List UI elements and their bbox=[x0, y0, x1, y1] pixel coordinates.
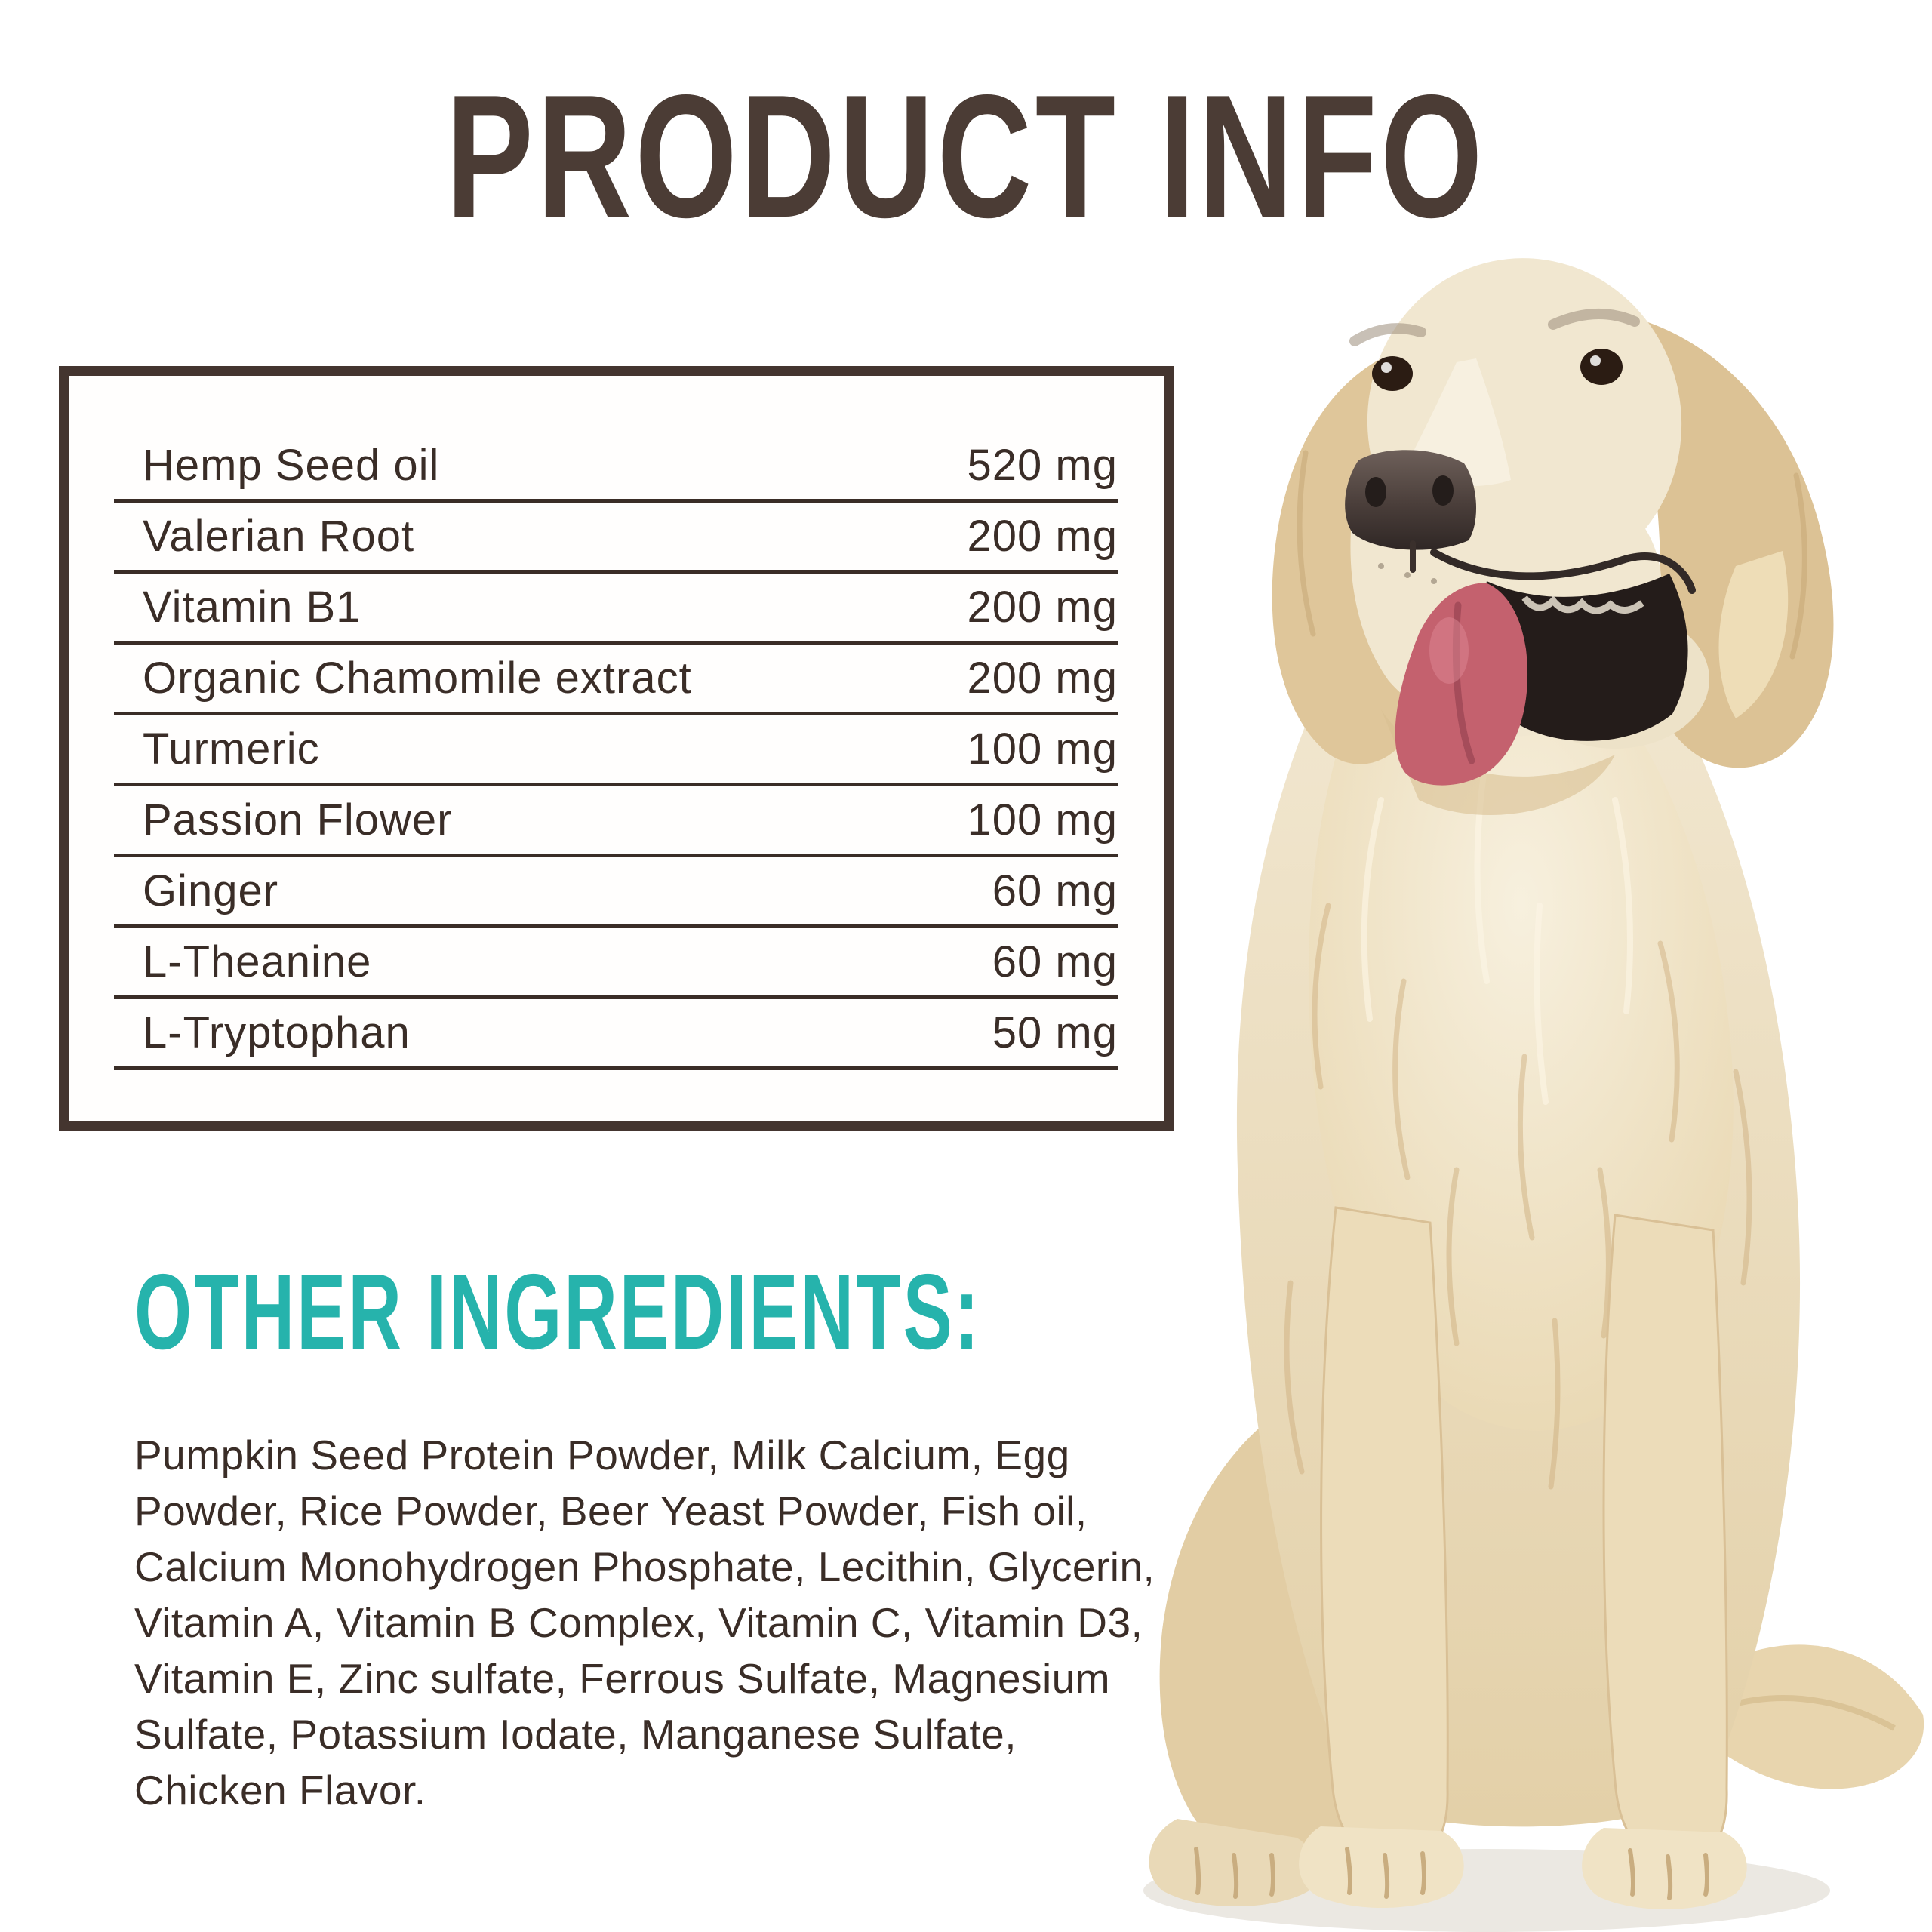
dog-face bbox=[1345, 308, 1696, 786]
dog-front-legs bbox=[1299, 1206, 1747, 1910]
dog-mouth-line bbox=[1430, 549, 1696, 594]
ingredient-row: Ginger 60 mg bbox=[114, 857, 1118, 928]
ingredient-name: Ginger bbox=[143, 866, 279, 915]
dog-teeth bbox=[1521, 595, 1644, 614]
ingredient-amount: 60 mg bbox=[992, 937, 1118, 986]
dog-right-brow bbox=[1548, 308, 1640, 330]
ingredient-amount: 100 mg bbox=[967, 795, 1118, 844]
other-ingredients-text: Pumpkin Seed Protein Powder, Milk Calciu… bbox=[134, 1432, 1155, 1814]
other-ingredients-heading: OTHER INGREDIENTS: bbox=[134, 1259, 1361, 1366]
dog-left-brow bbox=[1349, 323, 1426, 346]
dog-left-eye bbox=[1372, 356, 1413, 391]
dog-tongue bbox=[1395, 583, 1528, 786]
dog-right-eye bbox=[1580, 349, 1623, 385]
ingredient-row: Hemp Seed oil 520 mg bbox=[114, 432, 1118, 503]
ingredient-name: Turmeric bbox=[143, 724, 320, 774]
ingredient-amount: 520 mg bbox=[967, 440, 1118, 490]
other-ingredients-heading-text: OTHER INGREDIENTS: bbox=[134, 1252, 982, 1372]
ingredient-name: L-Tryptophan bbox=[143, 1008, 411, 1057]
ingredient-name: Vitamin B1 bbox=[143, 582, 361, 632]
ingredient-row: Turmeric 100 mg bbox=[114, 715, 1118, 786]
ingredient-amount: 60 mg bbox=[992, 866, 1118, 915]
supplement-facts-box: Hemp Seed oil 520 mg Valerian Root 200 m… bbox=[59, 366, 1174, 1131]
ingredient-name: L-Theanine bbox=[143, 937, 372, 986]
ingredient-name: Valerian Root bbox=[143, 511, 415, 561]
ingredient-row: Passion Flower 100 mg bbox=[114, 786, 1118, 857]
ingredient-amount: 200 mg bbox=[967, 582, 1118, 632]
golden-retriever-illustration bbox=[1143, 258, 1924, 1932]
dog-nose bbox=[1345, 450, 1477, 550]
ingredient-name: Passion Flower bbox=[143, 795, 453, 844]
dog-photo bbox=[1132, 226, 1932, 1932]
page-title: PRODUCT INFO bbox=[0, 69, 1932, 245]
ingredient-name: Hemp Seed oil bbox=[143, 440, 440, 490]
page-title-text: PRODUCT INFO bbox=[445, 59, 1487, 254]
dog-mouth bbox=[1484, 574, 1688, 741]
dog-whisker-spots bbox=[1378, 563, 1437, 584]
ingredient-row: Organic Chamomile extract 200 mg bbox=[114, 645, 1118, 715]
ingredient-row: L-Tryptophan 50 mg bbox=[114, 999, 1118, 1070]
ingredient-row: L-Theanine 60 mg bbox=[114, 928, 1118, 999]
ingredient-name: Organic Chamomile extract bbox=[143, 653, 692, 703]
ingredient-amount: 100 mg bbox=[967, 724, 1118, 774]
ingredient-amount: 200 mg bbox=[967, 511, 1118, 561]
ingredient-amount: 50 mg bbox=[992, 1008, 1118, 1057]
ingredient-amount: 200 mg bbox=[967, 653, 1118, 703]
ingredient-row: Vitamin B1 200 mg bbox=[114, 574, 1118, 645]
ingredient-row: Valerian Root 200 mg bbox=[114, 503, 1118, 574]
